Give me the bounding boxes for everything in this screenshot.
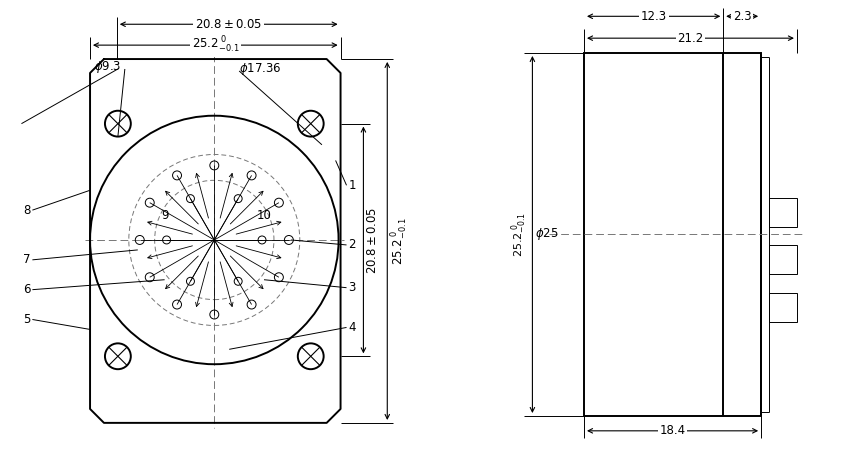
Text: 12.3: 12.3 (641, 10, 667, 23)
Text: 18.4: 18.4 (660, 424, 686, 437)
Text: 3: 3 (349, 281, 355, 294)
Bar (769, 198, 797, 227)
Bar (584, 53, 761, 416)
Text: 5: 5 (23, 313, 30, 326)
Text: $20.8\pm0.05$: $20.8\pm0.05$ (367, 206, 380, 274)
Text: $\phi9.3$: $\phi9.3$ (94, 59, 121, 75)
Text: 4: 4 (349, 321, 356, 334)
Text: 10: 10 (257, 209, 271, 222)
Text: 2.3: 2.3 (733, 10, 752, 23)
Text: $25.2^{\ 0}_{-0.1}$: $25.2^{\ 0}_{-0.1}$ (390, 217, 410, 265)
Text: $\phi17.36$: $\phi17.36$ (239, 61, 282, 77)
Text: $\phi25$: $\phi25$ (535, 227, 558, 242)
Text: 6: 6 (23, 283, 30, 296)
Text: 2: 2 (349, 238, 356, 251)
Bar (769, 245, 797, 274)
Text: $25.2^{\ 0}_{-0.1}$: $25.2^{\ 0}_{-0.1}$ (510, 212, 530, 257)
Text: 7: 7 (23, 253, 30, 266)
Text: 1: 1 (349, 179, 356, 192)
Text: $25.2^{\ 0}_{-0.1}$: $25.2^{\ 0}_{-0.1}$ (192, 35, 239, 55)
Text: 9: 9 (161, 209, 168, 222)
Bar (769, 292, 797, 322)
Text: $20.8\pm0.05$: $20.8\pm0.05$ (195, 18, 263, 31)
Text: 8: 8 (23, 204, 30, 217)
Text: 21.2: 21.2 (677, 32, 704, 44)
